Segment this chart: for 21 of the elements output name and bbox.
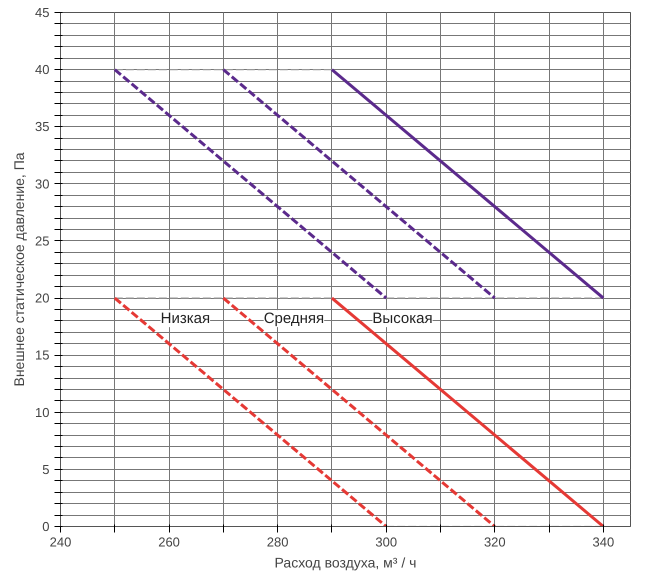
y-tick-label: 20 <box>35 290 50 306</box>
y-tick-label: 35 <box>35 119 50 134</box>
x-tick-label: 240 <box>50 534 72 550</box>
x-tick-label: 260 <box>158 534 180 550</box>
y-tick-label: 15 <box>35 348 50 363</box>
x-tick-label: 280 <box>266 534 288 550</box>
y-tick-label: 25 <box>35 233 50 248</box>
x-axis-title: Расход воздуха, м³ / ч <box>274 554 416 570</box>
y-axis-title: Внешнее статическое давление, Па <box>11 152 28 387</box>
annotation: Средняя <box>264 310 324 328</box>
x-tick-label: 320 <box>484 534 506 550</box>
x-tick-label: 300 <box>375 534 398 550</box>
y-tick-label: 45 <box>35 5 50 20</box>
y-tick-label: 5 <box>42 462 50 477</box>
y-tick-label: 30 <box>35 176 50 192</box>
x-tick-label: 340 <box>592 534 614 550</box>
annotation: Низкая <box>160 310 210 328</box>
y-tick-label: 10 <box>35 404 50 420</box>
annotation: Высокая <box>372 310 433 328</box>
y-tick-label: 0 <box>42 519 50 534</box>
y-tick-label: 40 <box>35 62 50 78</box>
